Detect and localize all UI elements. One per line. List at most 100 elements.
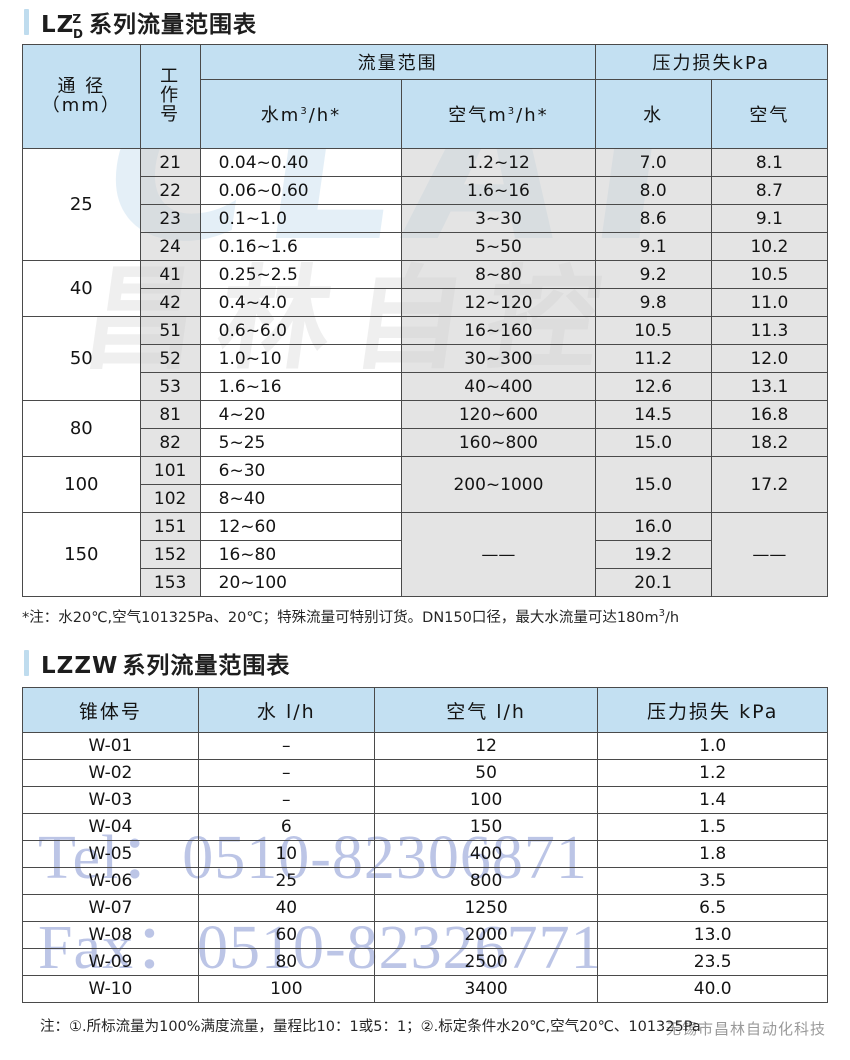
table-row: 50 51 0.6~6.0 16~160 10.5 11.3 bbox=[22, 316, 829, 401]
cell-cone-number: W-09 bbox=[22, 948, 199, 976]
header-flow-range: 流量范围 bbox=[199, 44, 596, 80]
table-row: 25 21 0.04~0.40 1.2~12 7.0 8.1 bbox=[22, 148, 829, 261]
cell-pressure-water: 8.0 bbox=[594, 176, 712, 205]
header-dn-unit: （mm） bbox=[41, 94, 121, 116]
header-air-lh: 空气 l/h bbox=[373, 687, 599, 733]
table-row: 22 0.06~0.60 1.6~16 8.0 8.7 bbox=[23, 176, 829, 205]
cell-air-lh: 800 bbox=[373, 867, 599, 895]
cell-pressure-water: 7.0 bbox=[594, 148, 712, 177]
table-row: 102 8~40 bbox=[23, 484, 828, 513]
cell-water-flow: 0.4~4.0 bbox=[199, 288, 403, 317]
header-nominal-diameter-stack: 通 径 （mm） bbox=[23, 75, 140, 116]
header-work-number: 工 作 号 bbox=[139, 44, 201, 149]
cell-nominal-diameter: 80 bbox=[22, 400, 141, 457]
table-row: W-03–100 1.4 bbox=[22, 786, 828, 814]
cell-water-lh: – bbox=[197, 732, 375, 760]
cell-pressure-water: 14.5 bbox=[594, 400, 712, 429]
cell-water-flow: 0.1~1.0 bbox=[199, 204, 403, 233]
cell-pressure-air: 12.0 bbox=[710, 344, 829, 373]
cell-pressure-loss: 1.0 bbox=[597, 732, 828, 760]
flow-range-table-lzd: 通 径 （mm） 工 作 号 流量范围 压力损失kPa 水m3/h* bbox=[22, 44, 829, 597]
cell-air-flow: 30~300 bbox=[401, 344, 596, 373]
header-pressure-water: 水 bbox=[594, 79, 712, 149]
cell-water-flow: 0.06~0.60 bbox=[199, 176, 403, 205]
header-work-number-l1: 工 bbox=[160, 66, 181, 88]
cell-air-flow: 1.6~16 bbox=[401, 176, 596, 205]
section1-title-row: LZZD 系列流量范围表 bbox=[22, 0, 828, 44]
cell-work-number: 81 bbox=[139, 400, 201, 429]
cell-work-number: 52 bbox=[139, 344, 201, 373]
header-pressure-loss-kpa: 压力损失 kPa bbox=[597, 687, 828, 733]
cell-nominal-diameter: 50 bbox=[22, 316, 141, 401]
cell-work-number: 41 bbox=[139, 260, 201, 289]
table2-body: W-01–12 1.0 W-02–50 1.2 W-03–100 1.4 W-04 6 150 1… bbox=[22, 732, 828, 1003]
section1-note-tail: /h bbox=[665, 610, 680, 626]
header-cone-number: 锥体号 bbox=[22, 687, 199, 733]
cell-water-flow: 0.04~0.40 bbox=[199, 148, 403, 177]
section2-title-cn: 系列流量范围表 bbox=[122, 653, 291, 679]
table-row: 52 1.0~10 30~300 11.2 12.0 bbox=[23, 344, 829, 373]
table-row: W-08 60 2000 13.0 bbox=[22, 921, 828, 949]
cell-cone-number: W-10 bbox=[22, 975, 199, 1003]
header-dn-label: 通 径 bbox=[57, 75, 106, 97]
cell-air-flow: —— bbox=[401, 512, 596, 597]
cell-cone-number: W-01 bbox=[22, 732, 199, 760]
cell-air-lh: 1250 bbox=[373, 894, 599, 922]
cell-pressure-water: 10.5 bbox=[594, 316, 712, 345]
cell-air-lh: 2000 bbox=[373, 921, 599, 949]
table-row: W-04 6 150 1.5 bbox=[22, 813, 828, 841]
cell-pressure-water: 19.2 bbox=[594, 540, 712, 569]
cell-cone-number: W-05 bbox=[22, 840, 199, 868]
cell-work-number: 24 bbox=[139, 232, 201, 261]
header-pressure-air: 空气 bbox=[710, 79, 829, 149]
cell-work-number: 82 bbox=[139, 428, 201, 457]
cell-air-lh: 2500 bbox=[373, 948, 599, 976]
table-row: W-06 25 800 3.5 bbox=[22, 867, 828, 895]
header-work-number-stack: 工 作 号 bbox=[141, 66, 200, 125]
section2-title: LZZW 系列流量范围表 bbox=[41, 646, 290, 680]
cell-water-flow: 1.0~10 bbox=[199, 344, 403, 373]
cell-cone-number: W-02 bbox=[22, 759, 199, 787]
cell-water-lh: 25 bbox=[197, 867, 375, 895]
cell-work-number: 151 bbox=[139, 512, 201, 541]
cell-pressure-air: 13.1 bbox=[710, 372, 829, 401]
cell-cone-number: W-08 bbox=[22, 921, 199, 949]
section1-note-exp: 3 bbox=[658, 608, 666, 620]
cell-air-flow: 16~160 bbox=[401, 316, 596, 345]
table-row: 53 1.6~16 40~400 12.6 13.1 bbox=[23, 372, 829, 401]
cell-pressure-loss: 1.8 bbox=[597, 840, 828, 868]
cell-pressure-loss: 40.0 bbox=[597, 975, 828, 1003]
cell-air-flow: 160~800 bbox=[401, 428, 596, 457]
cell-pressure-air: 10.5 bbox=[710, 260, 829, 289]
cell-water-flow: 0.25~2.5 bbox=[199, 260, 403, 289]
cell-pressure-air: 11.3 bbox=[710, 316, 829, 345]
cell-air-flow: 12~120 bbox=[401, 288, 596, 317]
cell-work-number: 21 bbox=[139, 148, 201, 177]
table-row: 153 20~100 20.1 bbox=[23, 568, 828, 597]
section1-title: LZZD 系列流量范围表 bbox=[41, 5, 258, 40]
cell-work-number: 53 bbox=[139, 372, 201, 401]
header-water-flow-tail: /h* bbox=[308, 105, 342, 126]
table-row: 100 101 6~30 200~1000 15.0 17.2 bbox=[22, 456, 829, 513]
cell-pressure-air: 18.2 bbox=[710, 428, 829, 457]
cell-water-lh: 100 bbox=[197, 975, 375, 1003]
table-row: 150 151 12~60 —— 16.0 —— bbox=[22, 512, 829, 597]
cell-water-lh: 6 bbox=[197, 813, 375, 841]
cell-pressure-loss: 1.5 bbox=[597, 813, 828, 841]
cell-water-flow: 16~80 bbox=[199, 540, 403, 569]
section2-title-prefix: LZZW bbox=[41, 653, 119, 679]
cell-work-number: 152 bbox=[139, 540, 201, 569]
cell-work-number: 42 bbox=[139, 288, 201, 317]
cell-pressure-water: 15.0 bbox=[594, 428, 712, 457]
cell-work-number: 23 bbox=[139, 204, 201, 233]
cell-air-lh: 3400 bbox=[373, 975, 599, 1003]
section1-title-cn: 系列流量范围表 bbox=[89, 12, 258, 38]
cell-work-number: 101 bbox=[139, 456, 201, 485]
cell-pressure-water: 9.8 bbox=[594, 288, 712, 317]
section1-note-head: *注：水20℃,空气101325Pa、20℃；特殊流量可特别订货。DN150口径… bbox=[22, 610, 659, 626]
table-row: W-09 80 2500 23.5 bbox=[22, 948, 828, 976]
table1-header-row-1: 通 径 （mm） 工 作 号 流量范围 压力损失kPa bbox=[22, 44, 829, 149]
cell-water-lh: 40 bbox=[197, 894, 375, 922]
cell-water-flow: 0.16~1.6 bbox=[199, 232, 403, 261]
